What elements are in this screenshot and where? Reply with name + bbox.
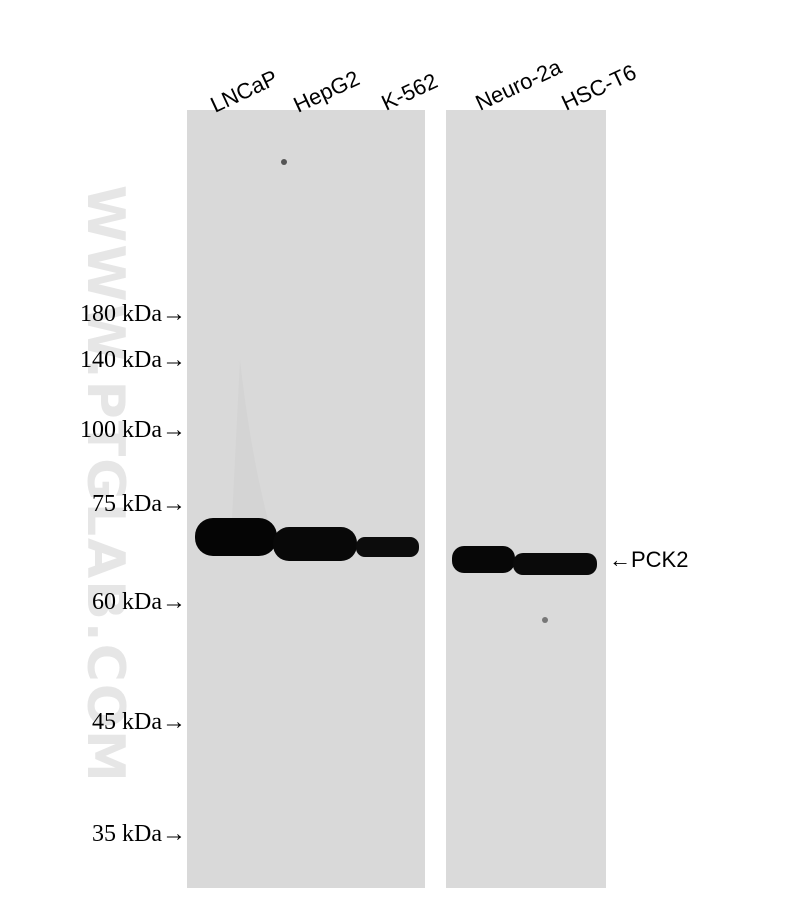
marker-label: 35 kDa→ bbox=[92, 821, 186, 847]
lane-label: Neuro-2a bbox=[472, 54, 566, 116]
speck bbox=[281, 159, 287, 165]
marker-label: 100 kDa→ bbox=[80, 417, 186, 443]
marker-label: 60 kDa→ bbox=[92, 589, 186, 615]
lane-label: HepG2 bbox=[290, 65, 364, 117]
marker-label: 180 kDa→ bbox=[80, 301, 186, 327]
band bbox=[273, 527, 357, 561]
lane-label: K-562 bbox=[378, 68, 442, 115]
lane-label: LNCaP bbox=[207, 65, 282, 118]
speck bbox=[542, 617, 548, 623]
marker-label: 75 kDa→ bbox=[92, 491, 186, 517]
watermark: WWW.PTGLAB.COM bbox=[75, 185, 135, 784]
smear bbox=[232, 360, 268, 520]
blot-panel-2 bbox=[446, 110, 606, 888]
band bbox=[513, 553, 597, 575]
band bbox=[356, 537, 419, 557]
band bbox=[195, 518, 277, 556]
band bbox=[452, 546, 515, 573]
marker-label: 45 kDa→ bbox=[92, 709, 186, 735]
blot-panel-1 bbox=[187, 110, 425, 888]
target-label: ←PCK2 bbox=[609, 547, 688, 572]
marker-label: 140 kDa→ bbox=[80, 347, 186, 373]
lane-label: HSC-T6 bbox=[558, 59, 641, 115]
